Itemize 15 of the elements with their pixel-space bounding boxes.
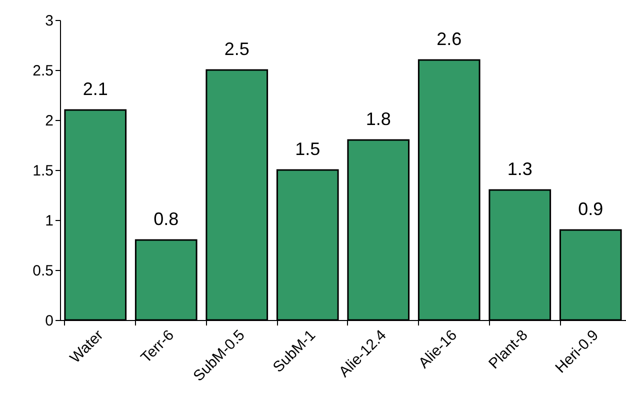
y-tick-label: 0 <box>45 312 54 330</box>
y-tick-label: 1 <box>45 212 54 230</box>
data-label: 0.8 <box>154 209 179 229</box>
data-label: 2.1 <box>82 79 108 99</box>
y-tick-label: 2 <box>45 112 54 130</box>
data-label: 1.8 <box>366 109 391 129</box>
data-label: 1.3 <box>507 159 532 179</box>
y-tick-label: 1.5 <box>32 162 54 180</box>
data-label: 0.9 <box>578 199 604 219</box>
data-label: 2.6 <box>436 29 462 49</box>
data-label: 2.5 <box>224 39 250 59</box>
y-tick-label: 0.5 <box>32 262 54 280</box>
data-label: 1.5 <box>295 139 320 159</box>
y-tick-label: 2.5 <box>32 62 54 80</box>
y-tick-label: 3 <box>45 12 54 30</box>
